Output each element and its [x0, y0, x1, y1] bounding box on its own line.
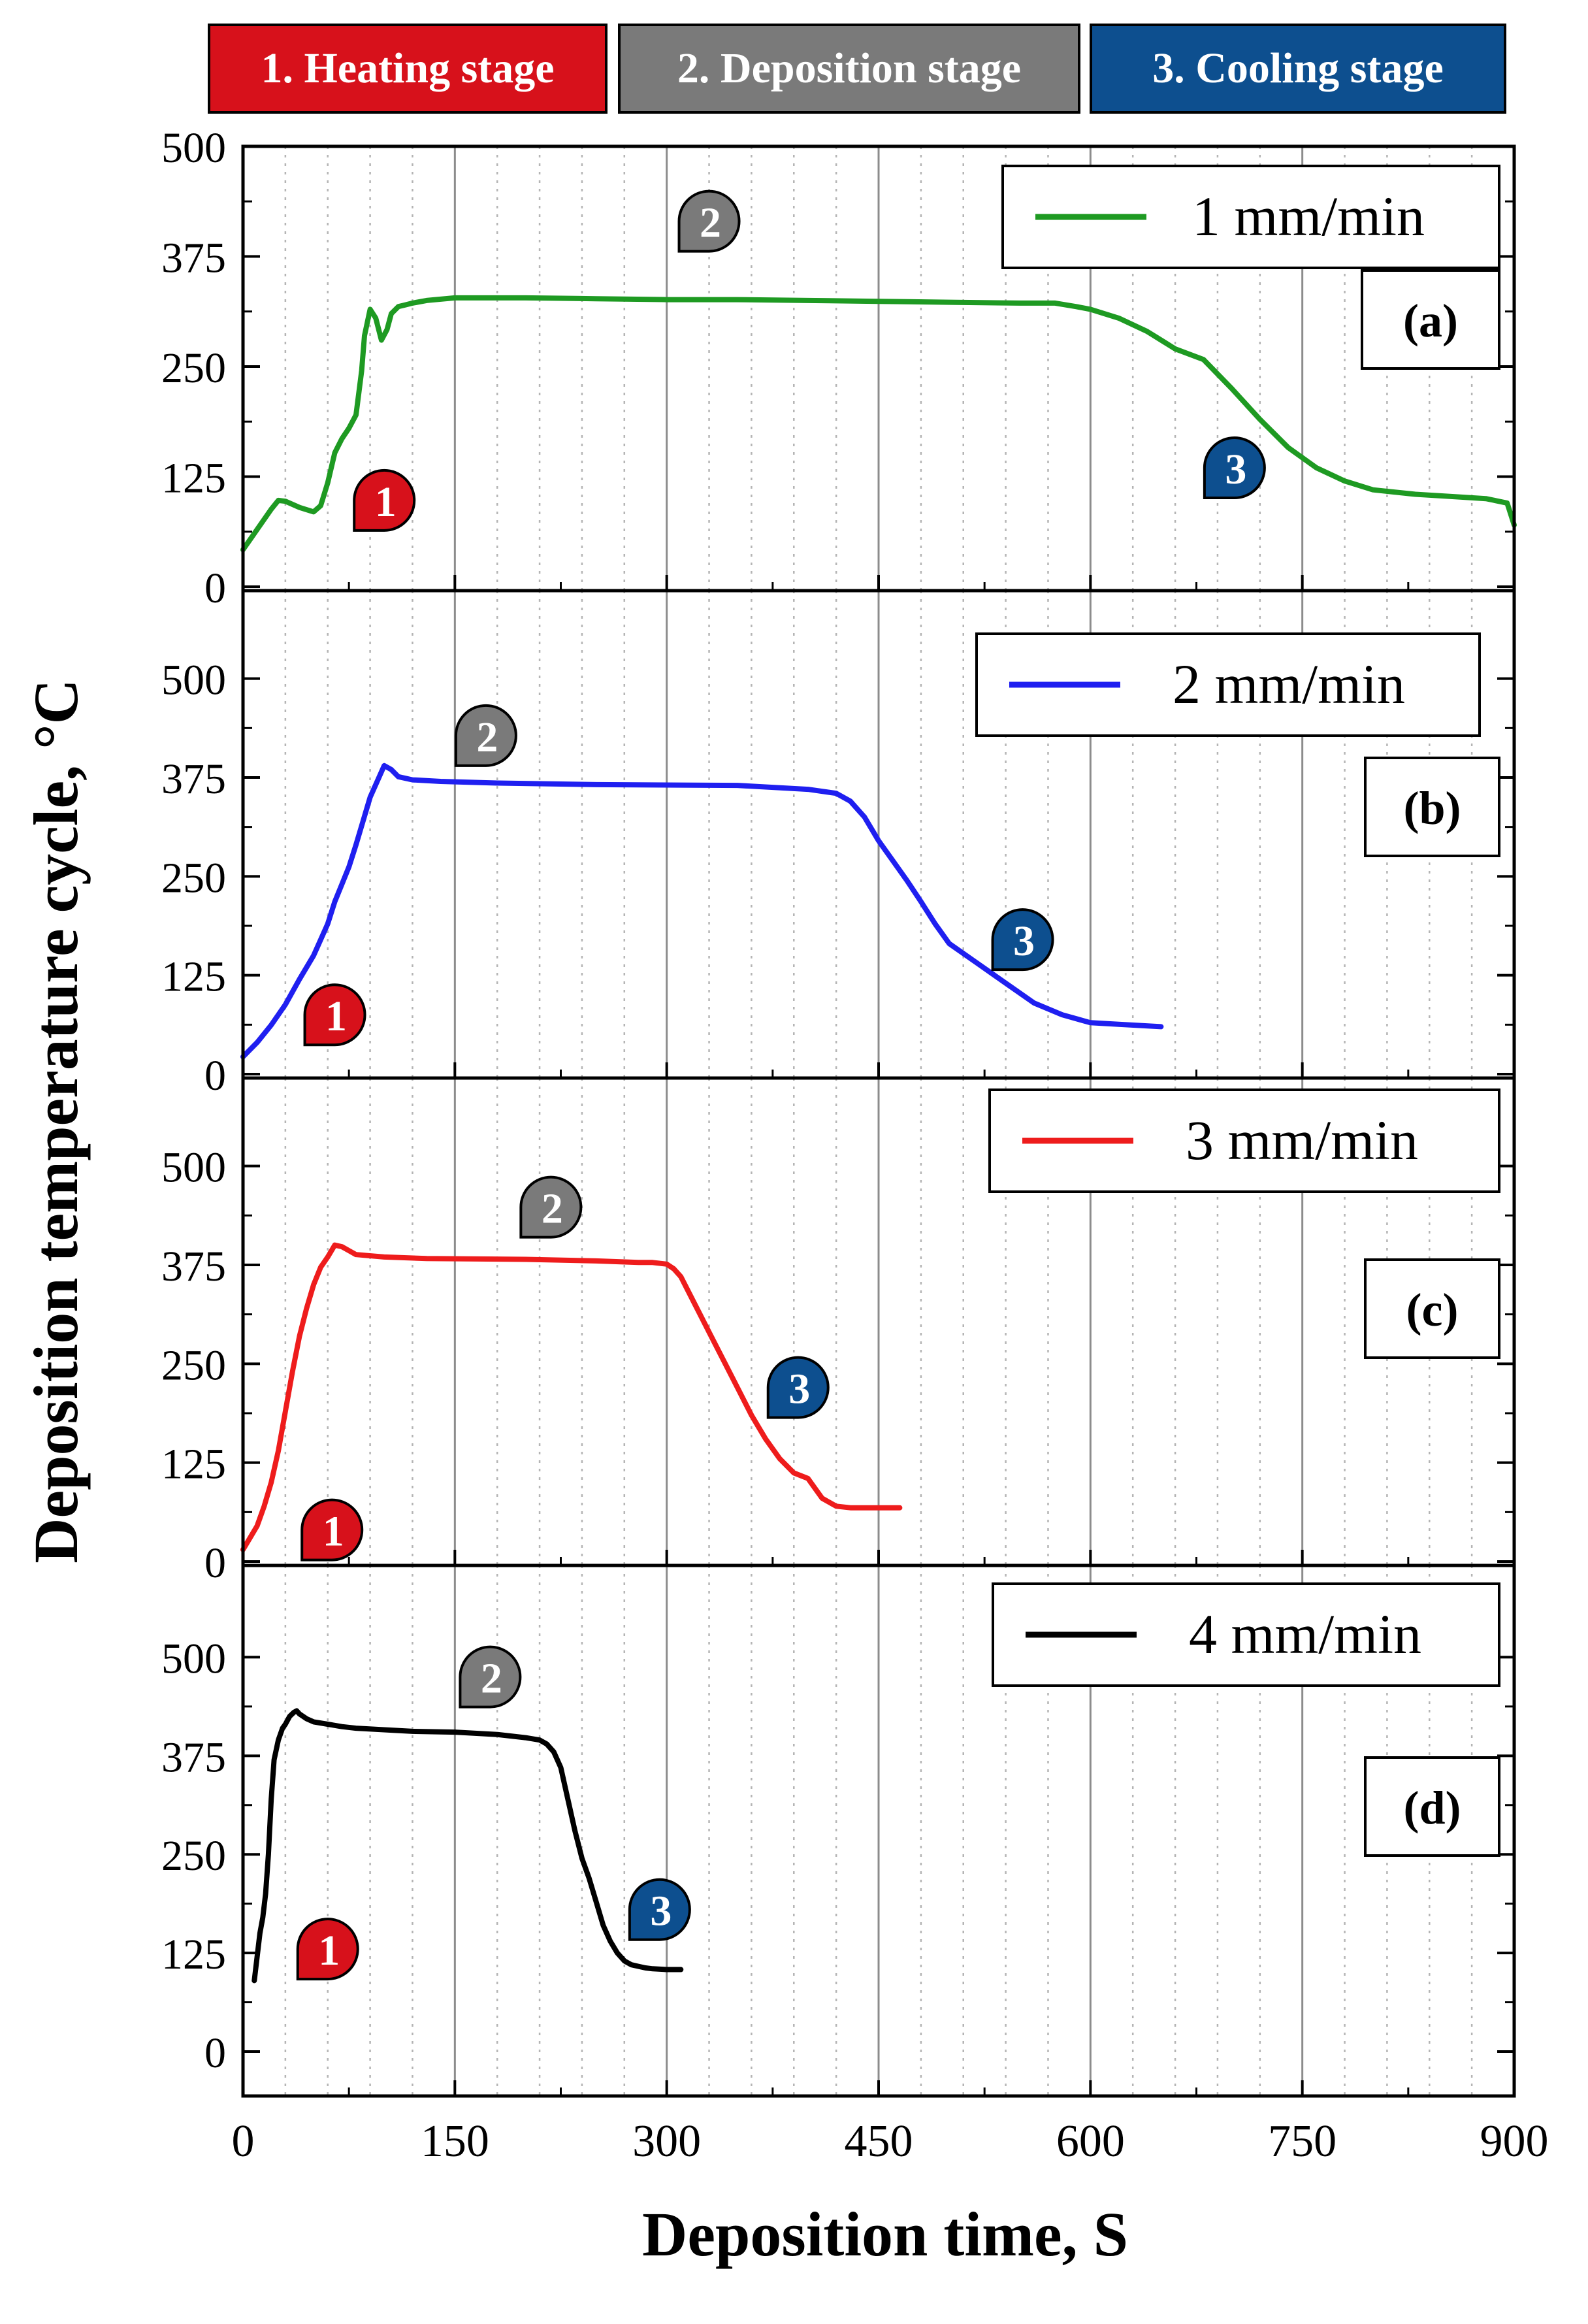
stage-marker-1: 1 — [300, 1498, 364, 1562]
stage-marker-number: 2 — [700, 199, 721, 247]
panel-label-box-b — [1364, 757, 1500, 857]
stage-marker-shape — [296, 1918, 359, 1981]
stage-marker-shape — [303, 983, 366, 1047]
x-tick-label: 150 — [421, 2116, 489, 2167]
stage-marker-3: 3 — [991, 908, 1054, 972]
stage-marker-shape — [454, 704, 517, 767]
legend-label-d: 4 mm/min — [1189, 1603, 1421, 1665]
y-tick-label: 375 — [161, 1733, 226, 1781]
stage-deposition-box: 2. Deposition stage — [618, 24, 1080, 114]
y-tick-label: 0 — [204, 565, 226, 612]
x-tick-label: 0 — [232, 2116, 255, 2167]
stage-legend: 1. Heating stage 2. Deposition stage 3. … — [0, 0, 1588, 124]
x-tick-label: 600 — [1056, 2116, 1125, 2167]
stage-marker-3: 3 — [1203, 436, 1266, 500]
y-tick-label: 375 — [161, 1243, 226, 1290]
stage-marker-shape — [991, 908, 1054, 972]
stage-marker-number: 2 — [481, 1655, 502, 1703]
stage-marker-2: 2 — [454, 704, 517, 767]
y-tick-label: 375 — [161, 235, 226, 282]
stage-marker-2: 2 — [459, 1645, 522, 1709]
stage-marker-3: 3 — [766, 1356, 830, 1419]
stage-heating-box: 1. Heating stage — [208, 24, 608, 114]
y-tick-label: 125 — [161, 953, 226, 1001]
y-tick-label: 250 — [161, 1341, 226, 1389]
stage-cooling-box: 3. Cooling stage — [1090, 24, 1506, 114]
y-tick-label: 500 — [161, 657, 226, 704]
y-tick-label: 125 — [161, 1441, 226, 1488]
stage-marker-number: 3 — [788, 1366, 810, 1413]
y-tick-label: 125 — [161, 455, 226, 502]
stage-marker-number: 3 — [1225, 446, 1246, 493]
stage-marker-shape — [677, 189, 741, 253]
stage-marker-shape — [300, 1498, 364, 1562]
stage-marker-1: 1 — [303, 983, 366, 1047]
stage-marker-number: 1 — [325, 992, 347, 1040]
stage-marker-shape — [628, 1878, 691, 1941]
stage-marker-number: 2 — [542, 1185, 563, 1233]
stage-marker-shape — [1203, 436, 1266, 500]
stage-marker-shape — [766, 1356, 830, 1419]
panel-label-d: (d) — [1404, 1782, 1461, 1834]
stage-marker-2: 2 — [677, 189, 741, 253]
stage-marker-number: 1 — [375, 478, 397, 526]
y-tick-label: 250 — [161, 344, 226, 392]
x-tick-label: 900 — [1480, 2116, 1549, 2167]
y-tick-label: 375 — [161, 755, 226, 803]
stage-marker-2: 2 — [519, 1175, 583, 1239]
y-tick-label: 500 — [161, 1144, 226, 1192]
x-tick-label: 300 — [632, 2116, 701, 2167]
x-axis-title: Deposition time, S — [642, 2199, 1128, 2269]
series-line-b — [240, 762, 1164, 1060]
panel-label-a: (a) — [1403, 295, 1458, 347]
legend-label-c: 3 mm/min — [1186, 1109, 1418, 1171]
stage-marker-shape — [459, 1645, 522, 1709]
panel-label-c: (c) — [1406, 1284, 1459, 1336]
panel-label-b: (b) — [1404, 782, 1461, 834]
series-line-d — [251, 1708, 684, 1984]
series-line-a — [240, 295, 1517, 553]
stage-marker-1: 1 — [353, 468, 416, 532]
y-tick-label: 0 — [204, 1539, 226, 1587]
stage-marker-shape — [353, 468, 416, 532]
stage-marker-1: 1 — [296, 1918, 359, 1981]
y-tick-label: 500 — [161, 1635, 226, 1682]
panel-label-box-a — [1361, 269, 1500, 370]
y-tick-label: 125 — [161, 1931, 226, 1978]
stage-marker-number: 1 — [318, 1927, 340, 1974]
panel-label-box-d — [1364, 1756, 1500, 1857]
y-axis-title: Deposition temperature cycle, °C — [21, 679, 91, 1563]
legend-label-b: 2 mm/min — [1173, 653, 1405, 715]
x-tick-label: 450 — [845, 2116, 913, 2167]
legend-label-a: 1 mm/min — [1192, 185, 1425, 248]
y-tick-label: 250 — [161, 1832, 226, 1880]
series-line-c — [240, 1242, 903, 1552]
y-tick-label: 500 — [161, 124, 226, 172]
stage-marker-number: 3 — [650, 1888, 672, 1935]
stage-marker-number: 2 — [476, 713, 498, 761]
x-tick-label: 750 — [1268, 2116, 1337, 2167]
stage-marker-number: 1 — [323, 1508, 344, 1556]
y-tick-label: 0 — [204, 2029, 226, 2077]
y-tick-label: 250 — [161, 854, 226, 902]
stage-marker-3: 3 — [628, 1878, 691, 1941]
stage-marker-number: 3 — [1013, 917, 1035, 965]
stage-marker-shape — [519, 1175, 583, 1239]
panel-label-box-c — [1364, 1258, 1500, 1359]
y-tick-label: 0 — [204, 1052, 226, 1100]
